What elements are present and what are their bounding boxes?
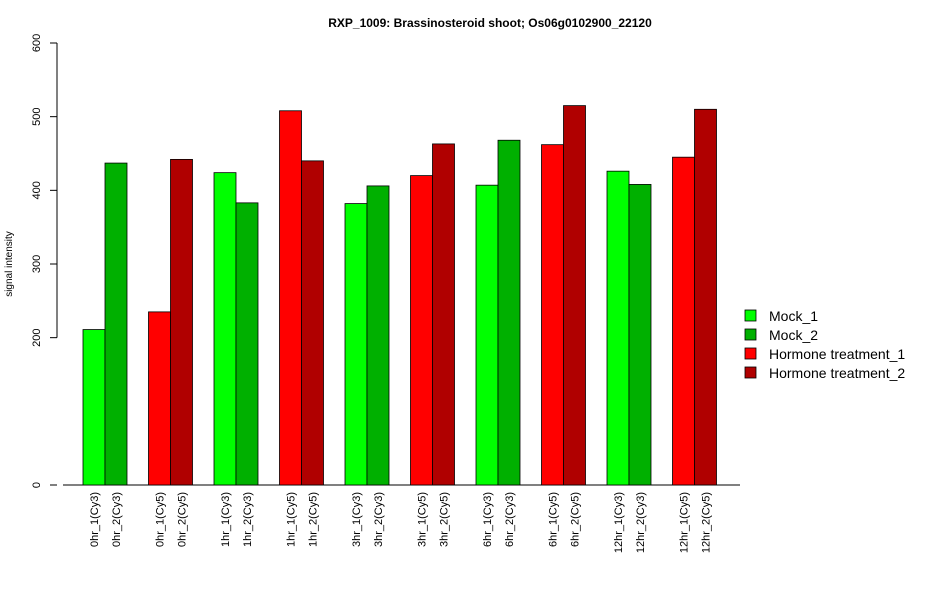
bar (410, 175, 433, 486)
bar (497, 139, 521, 486)
y-tick-label: 300 (31, 255, 43, 273)
bar (148, 311, 171, 486)
bar (475, 184, 499, 486)
bar (301, 160, 324, 486)
x-tick-label: 6hr_2(Cy5) (570, 492, 582, 547)
bar (563, 105, 586, 486)
legend-swatch (744, 366, 757, 379)
y-tick-label: 600 (31, 34, 43, 52)
bar (366, 185, 390, 486)
bars (82, 105, 717, 486)
x-tick-label: 3hr_1(Cy3) (351, 492, 363, 547)
y-tick-label: 500 (31, 107, 43, 125)
y-axis: 0 200 300 400 500 600 (31, 34, 58, 488)
y-tick-label: 400 (31, 181, 43, 199)
y-tick-label: 0 (31, 482, 43, 488)
x-tick-labels: 0hr_1(Cy3) 0hr_2(Cy3) 0hr_1(Cy5) 0hr_2(Cy5)… (89, 492, 713, 553)
bar (694, 108, 717, 486)
x-tick-label: 12hr_1(Cy5) (679, 492, 691, 553)
legend-swatch (744, 328, 757, 341)
bar (541, 144, 564, 486)
x-tick-label: 1hr_1(Cy3) (220, 492, 232, 547)
x-tick-label: 6hr_1(Cy5) (548, 492, 560, 547)
x-tick-label: 12hr_1(Cy3) (613, 492, 625, 553)
x-tick-label: 3hr_2(Cy5) (439, 492, 451, 547)
legend-swatch (744, 347, 757, 360)
legend-label: Mock_2 (769, 327, 818, 343)
legend: Mock_1 Mock_2 Hormone treatment_1 Hormone t… (744, 308, 905, 381)
x-tick-label: 1hr_2(Cy5) (308, 492, 320, 547)
x-tick-label: 0hr_1(Cy5) (155, 492, 167, 547)
x-tick-label: 1hr_1(Cy5) (286, 492, 298, 547)
x-tick-label: 0hr_2(Cy3) (111, 492, 123, 547)
x-tick-label: 12hr_2(Cy3) (635, 492, 647, 553)
x-tick-label: 6hr_1(Cy3) (482, 492, 494, 547)
y-tick-label: 200 (31, 328, 43, 346)
legend-swatch (744, 309, 757, 322)
x-tick-label: 0hr_1(Cy3) (89, 492, 101, 547)
bar (235, 202, 259, 486)
x-tick-label: 3hr_2(Cy3) (373, 492, 385, 547)
bar (279, 110, 302, 486)
legend-label: Hormone treatment_1 (769, 346, 905, 362)
legend-label: Hormone treatment_2 (769, 365, 905, 381)
chart-title: RXP_1009: Brassinosteroid shoot; Os06g01… (328, 16, 652, 30)
bar (170, 158, 193, 486)
bar (213, 172, 237, 486)
x-tick-label: 0hr_2(Cy5) (177, 492, 189, 547)
x-tick-label: 6hr_2(Cy3) (504, 492, 516, 547)
bar (628, 184, 652, 486)
x-tick-label: 3hr_1(Cy5) (417, 492, 429, 547)
y-axis-label: signal intensity (4, 231, 15, 297)
bar (104, 162, 128, 486)
bar (606, 170, 630, 486)
legend-label: Mock_1 (769, 308, 818, 324)
x-tick-label: 1hr_2(Cy3) (242, 492, 254, 547)
bar (672, 156, 695, 486)
bar (344, 203, 368, 486)
x-tick-label: 12hr_2(Cy5) (701, 492, 713, 553)
bar (432, 143, 455, 486)
bar (82, 329, 106, 486)
